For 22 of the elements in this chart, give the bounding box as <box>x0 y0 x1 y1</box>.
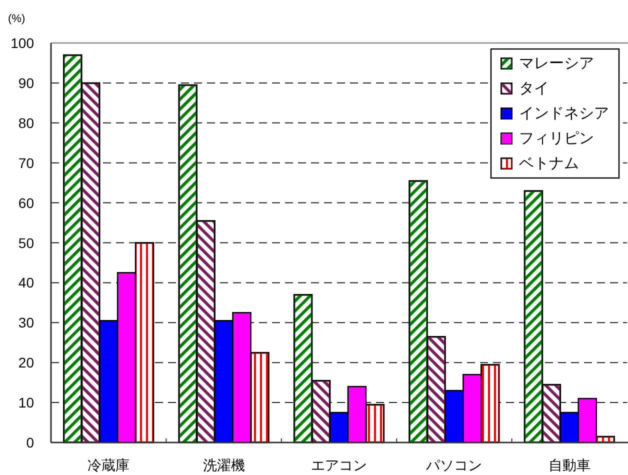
legend-label: インドネシア <box>519 105 609 122</box>
y-tick-label: 0 <box>26 434 34 450</box>
y-tick-label: 70 <box>18 154 34 171</box>
legend-label: フィリピン <box>519 130 594 147</box>
legend-label: マレーシア <box>519 55 594 72</box>
y-tick-label: 90 <box>18 74 34 91</box>
x-tick-label: パソコン <box>425 457 482 473</box>
y-tick-label: 50 <box>18 234 34 251</box>
x-tick-label: 冷蔵庫 <box>88 457 130 473</box>
y-tick-label: 20 <box>18 354 34 371</box>
x-tick-label: 自動車 <box>548 457 590 473</box>
x-tick-label: エアコン <box>311 457 367 473</box>
x-tick-label: 洗濯機 <box>202 457 245 473</box>
y-tick-label: 60 <box>18 194 34 211</box>
y-tick-label: 100 <box>10 35 34 51</box>
legend-label: ベトナム <box>519 155 579 172</box>
y-tick-label: 40 <box>18 274 34 291</box>
y-axis-title: (%) <box>8 13 26 25</box>
y-tick-label: 10 <box>18 394 34 411</box>
y-tick-label: 80 <box>18 114 34 131</box>
legend-label: タイ <box>519 80 549 97</box>
y-tick-label: 30 <box>18 314 34 331</box>
